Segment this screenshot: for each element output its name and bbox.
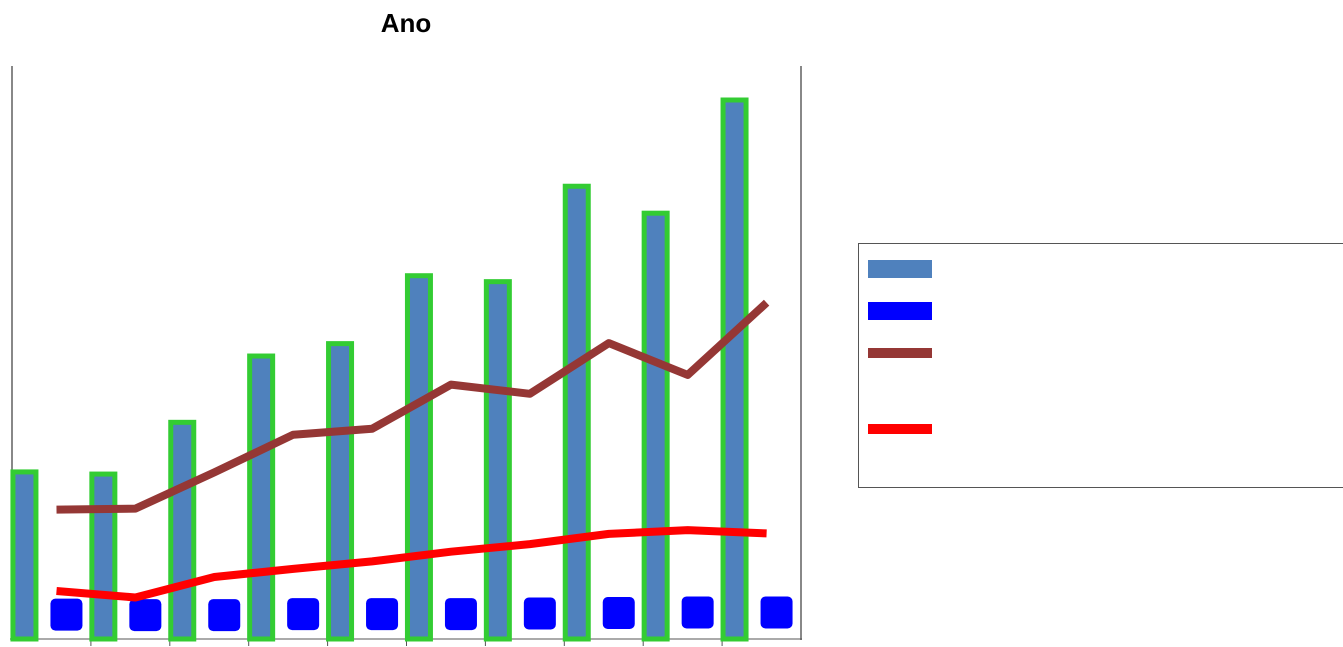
marker-point: [760, 596, 793, 629]
marker-point: [366, 598, 399, 631]
marker-point: [287, 598, 320, 631]
marker-point: [602, 596, 635, 629]
marker-point: [523, 597, 556, 630]
marker-point: [129, 599, 162, 632]
marker-point: [681, 596, 714, 629]
legend-swatch: [868, 260, 932, 278]
series-line-2: [56, 299, 770, 514]
bar: [483, 279, 512, 642]
legend: [858, 243, 1343, 488]
bar: [247, 353, 276, 642]
marker-series: [50, 596, 793, 632]
chart-plot-area: [10, 66, 802, 646]
legend-swatch: [868, 302, 932, 320]
legend-swatch: [868, 348, 932, 358]
chart-title: Ano: [380, 8, 432, 38]
bar: [326, 341, 355, 642]
bar: [168, 419, 197, 642]
bar: [562, 183, 591, 642]
bar-series: [10, 97, 749, 642]
bar: [641, 210, 670, 642]
marker-point: [50, 598, 83, 631]
bar: [10, 469, 39, 642]
series-line-3: [56, 526, 767, 602]
marker-point: [208, 599, 241, 632]
bar: [404, 273, 433, 642]
legend-swatch: [868, 424, 932, 434]
bar: [89, 471, 118, 642]
marker-point: [444, 598, 477, 631]
line-series: [56, 299, 770, 602]
bar: [720, 97, 749, 642]
